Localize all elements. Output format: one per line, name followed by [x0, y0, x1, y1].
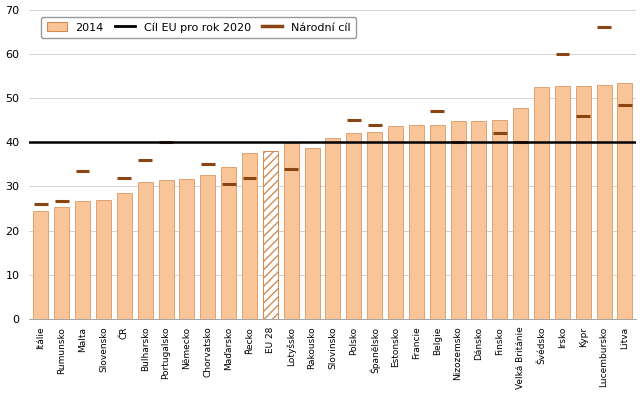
Bar — [534, 87, 549, 319]
Bar — [513, 108, 528, 319]
Bar — [33, 211, 48, 319]
Bar — [200, 175, 215, 319]
Bar — [137, 182, 153, 319]
Bar — [596, 85, 612, 319]
Bar — [54, 207, 69, 319]
Bar — [96, 200, 111, 319]
Bar — [242, 153, 257, 319]
Bar — [75, 201, 90, 319]
Bar — [325, 138, 340, 319]
Bar — [284, 143, 299, 319]
Bar — [429, 124, 445, 319]
Bar — [492, 120, 507, 319]
Bar — [117, 194, 132, 319]
Bar — [576, 86, 591, 319]
Bar — [159, 180, 173, 319]
Bar — [471, 120, 487, 319]
Bar — [263, 151, 278, 319]
Bar — [388, 126, 403, 319]
Bar — [555, 86, 570, 319]
Bar — [304, 148, 320, 319]
Bar — [409, 125, 424, 319]
Bar — [221, 167, 236, 319]
Bar — [367, 132, 382, 319]
Bar — [451, 121, 465, 319]
Bar — [618, 83, 632, 319]
Legend: 2014, Cíl EU pro rok 2020, Národní cíl: 2014, Cíl EU pro rok 2020, Národní cíl — [41, 17, 356, 38]
Bar — [179, 179, 195, 319]
Bar — [346, 133, 361, 319]
